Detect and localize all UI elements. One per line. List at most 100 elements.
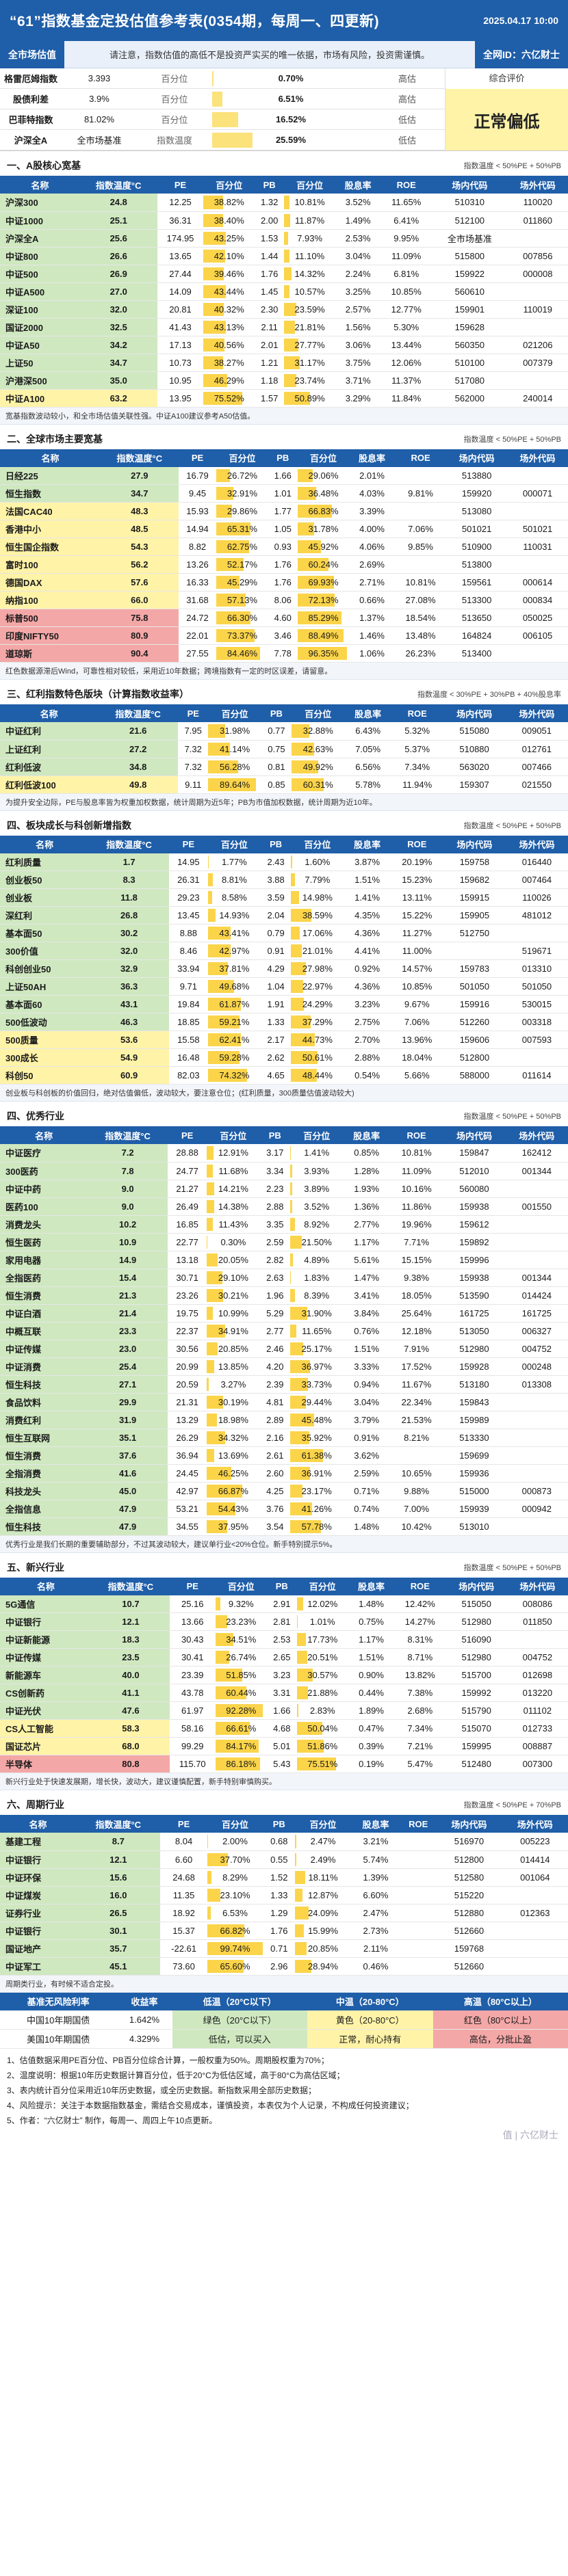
table-row[interactable]: 消费龙头 10.2 16.85 11.43% 3.35 8.92% 2.77% 19.96% 1…	[0, 1215, 568, 1234]
exchange-code[interactable]: 159699	[443, 1446, 506, 1465]
table-row[interactable]: 5G通信 10.7 25.16 9.32% 2.91 12.02% 1.48% 12.42% 5…	[0, 1595, 568, 1613]
otc-code[interactable]: 011860	[507, 211, 568, 230]
index-name[interactable]: 恒生国企指数	[0, 537, 101, 556]
otc-code[interactable]: 009051	[505, 722, 568, 741]
exchange-code[interactable]: 159920	[446, 484, 508, 503]
exchange-code[interactable]: 159612	[443, 1215, 506, 1234]
index-name[interactable]: 中证红利	[0, 722, 99, 741]
index-name[interactable]: 基本面50	[0, 924, 90, 942]
exchange-code[interactable]: 563020	[443, 758, 506, 776]
exchange-code[interactable]: 159996	[443, 1251, 506, 1269]
otc-code[interactable]: 000008	[507, 265, 568, 283]
otc-code[interactable]: 013308	[505, 1375, 568, 1394]
table-row[interactable]: 恒生指数 34.7 9.45 32.91% 1.01 36.48% 4.03% 9.81% 15…	[0, 484, 568, 503]
otc-code[interactable]	[502, 1939, 568, 1958]
index-name[interactable]: 恒生消费	[0, 1446, 88, 1465]
table-row[interactable]: 中证A500 27.0 14.09 43.44% 1.45 10.57% 3.25% 10.8…	[0, 282, 568, 301]
otc-code[interactable]: 001550	[505, 1197, 568, 1216]
otc-code[interactable]	[506, 1630, 568, 1649]
exchange-code[interactable]: 513330	[443, 1429, 506, 1447]
exchange-code[interactable]: 501021	[446, 520, 508, 538]
table-row[interactable]: 基建工程 8.7 8.04 2.00% 0.68 2.47% 3.21% 516970 0052…	[0, 1833, 568, 1851]
index-name[interactable]: 证券行业	[0, 1904, 77, 1922]
otc-code[interactable]	[507, 644, 568, 663]
exchange-code[interactable]: 515220	[436, 1886, 502, 1904]
exchange-code[interactable]: 515070	[446, 1719, 507, 1738]
table-row[interactable]: 恒生国企指数 54.3 8.82 62.75% 0.93 45.92% 4.06% 9.85%…	[0, 537, 568, 556]
exchange-code[interactable]: 517080	[432, 371, 508, 390]
exchange-code[interactable]: 513400	[446, 644, 508, 663]
table-row[interactable]: CS创新药 41.1 43.78 60.44% 3.31 21.88% 0.44% 7.38%…	[0, 1684, 568, 1702]
table-row[interactable]: 创业板50 8.3 26.31 8.81% 3.88 7.79% 1.51% 15.23% 15…	[0, 871, 568, 889]
table-row[interactable]: 中证银行 30.1 15.37 66.82% 1.76 15.99% 2.73% 512660	[0, 1922, 568, 1940]
otc-code[interactable]	[505, 1180, 568, 1198]
exchange-code[interactable]: 159307	[443, 775, 506, 794]
index-name[interactable]: 中证A50	[0, 336, 80, 354]
otc-code[interactable]	[507, 318, 568, 336]
otc-code[interactable]: 501021	[507, 520, 568, 538]
index-name[interactable]: 中证白酒	[0, 1304, 88, 1323]
index-name[interactable]: 中证500	[0, 265, 80, 283]
otc-code[interactable]	[507, 466, 568, 485]
exchange-code[interactable]: 513010	[443, 1517, 506, 1536]
table-row[interactable]: 中证500 26.9 27.44 39.46% 1.76 14.32% 2.24% 6.81%…	[0, 265, 568, 283]
exchange-code[interactable]: 159928	[443, 1357, 506, 1376]
index-name[interactable]: 红利低波	[0, 758, 99, 776]
table-row[interactable]: 道琼斯 90.4 27.55 84.46% 7.78 96.35% 1.06% 26.23% 5…	[0, 644, 568, 663]
table-row[interactable]: 半导体 80.8 115.70 86.18% 5.43 75.51% 0.19% 5.47% 5…	[0, 1755, 568, 1773]
otc-code[interactable]	[505, 924, 568, 942]
table-row[interactable]: 国证2000 32.5 41.43 43.13% 2.11 21.81% 1.56% 5.30…	[0, 318, 568, 336]
exchange-code[interactable]: 159768	[436, 1939, 502, 1958]
index-name[interactable]: 300价值	[0, 942, 90, 960]
table-row[interactable]: 富时100 56.2 13.26 52.17% 1.76 60.24% 2.69% 51380…	[0, 555, 568, 574]
exchange-code[interactable]: 512100	[432, 211, 508, 230]
index-name[interactable]: 5G通信	[0, 1595, 92, 1613]
otc-code[interactable]	[505, 1215, 568, 1234]
index-name[interactable]: 基本面60	[0, 995, 90, 1013]
exchange-code[interactable]: 588000	[443, 1066, 506, 1085]
table-row[interactable]: 德国DAX 57.6 16.33 45.29% 1.76 69.93% 2.71% 10.81…	[0, 573, 568, 592]
exchange-code[interactable]: 全市场基准	[432, 229, 508, 248]
table-row[interactable]: 沪港深500 35.0 10.95 46.29% 1.18 23.74% 3.71% 11.3…	[0, 371, 568, 390]
index-name[interactable]: 沪深全A	[0, 229, 80, 248]
exchange-code[interactable]: 560080	[443, 1180, 506, 1198]
exchange-code[interactable]: 159938	[443, 1269, 506, 1287]
exchange-code[interactable]: 510900	[446, 537, 508, 556]
otc-code[interactable]: 013220	[506, 1684, 568, 1702]
table-row[interactable]: 中证A100 63.2 13.95 75.52% 1.57 50.89% 3.29% 11.8…	[0, 389, 568, 408]
exchange-code[interactable]: 159916	[443, 995, 506, 1013]
exchange-code[interactable]: 515700	[446, 1666, 507, 1684]
exchange-code[interactable]: 562000	[432, 389, 508, 408]
otc-code[interactable]	[505, 1429, 568, 1447]
otc-code[interactable]	[502, 1922, 568, 1940]
otc-code[interactable]	[507, 555, 568, 574]
table-row[interactable]: 家用电器 14.9 13.18 20.05% 2.82 4.89% 5.61% 15.15% 1…	[0, 1251, 568, 1269]
table-row[interactable]: 沪深300 24.8 12.25 38.82% 1.32 10.81% 3.52% 11.65…	[0, 194, 568, 212]
table-row[interactable]: 中证军工 45.1 73.60 65.60% 2.96 28.94% 0.46% 512660	[0, 1957, 568, 1976]
otc-code[interactable]: 240014	[507, 389, 568, 408]
otc-code[interactable]: 000248	[505, 1357, 568, 1376]
exchange-code[interactable]: 513590	[443, 1286, 506, 1305]
index-name[interactable]: 中证银行	[0, 1850, 77, 1869]
index-name[interactable]: 科创创业50	[0, 959, 90, 978]
index-name[interactable]: 中证光伏	[0, 1701, 92, 1720]
otc-code[interactable]: 110019	[507, 300, 568, 319]
exchange-code[interactable]: 159995	[446, 1737, 507, 1755]
index-name[interactable]: 全指医药	[0, 1269, 88, 1287]
index-name[interactable]: 中证新能源	[0, 1630, 92, 1649]
index-name[interactable]: 德国DAX	[0, 573, 101, 592]
otc-code[interactable]: 001064	[502, 1868, 568, 1887]
otc-code[interactable]	[505, 1393, 568, 1411]
exchange-code[interactable]: 161725	[443, 1304, 506, 1323]
index-name[interactable]: 消费红利	[0, 1411, 88, 1429]
table-row[interactable]: 恒生科技 47.9 34.55 37.95% 3.54 57.78% 1.48% 10.42%…	[0, 1517, 568, 1536]
otc-code[interactable]: 004752	[506, 1648, 568, 1667]
otc-code[interactable]	[502, 1886, 568, 1904]
index-name[interactable]: 中证1000	[0, 211, 80, 230]
exchange-code[interactable]: 159915	[443, 888, 506, 907]
exchange-code[interactable]: 159561	[446, 573, 508, 592]
table-row[interactable]: 300成长 54.9 16.48 59.28% 2.62 50.61% 2.88% 18.04…	[0, 1048, 568, 1067]
index-name[interactable]: 中证环保	[0, 1868, 77, 1887]
exchange-code[interactable]: 515800	[432, 247, 508, 265]
otc-code[interactable]	[505, 1233, 568, 1251]
